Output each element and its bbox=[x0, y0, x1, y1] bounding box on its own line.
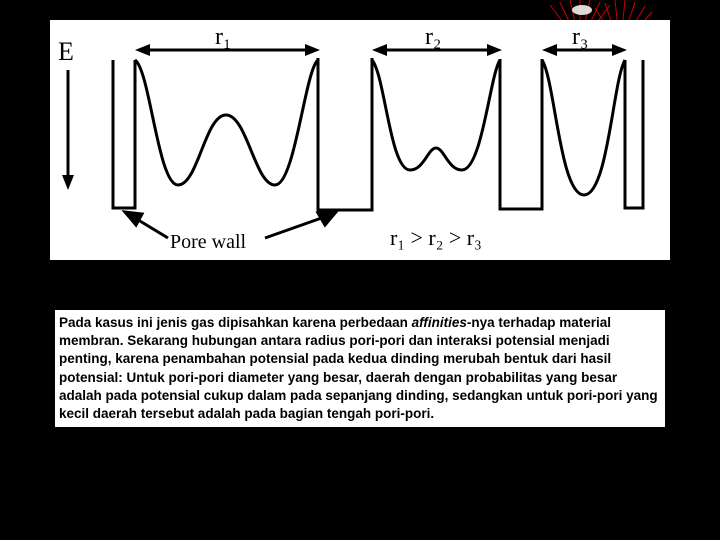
region-label-r2: r₂ bbox=[425, 24, 441, 50]
region-label-r3: r₃ bbox=[572, 24, 588, 50]
pore-walls bbox=[113, 58, 643, 210]
paragraph-post: -nya terhadap material membran. Sekarang… bbox=[59, 315, 658, 421]
paragraph-italic: affinities bbox=[412, 315, 467, 330]
paragraph-pre: Pada kasus ini jenis gas dipisahkan kare… bbox=[59, 315, 412, 330]
radius-inequality: r₁ > r₂ > r₃ bbox=[390, 225, 482, 250]
region-label-r1: r₁ bbox=[215, 24, 231, 50]
pore-potential-diagram: E r₁ r₂ r₃ bbox=[50, 20, 670, 260]
arrow-down-icon bbox=[62, 175, 74, 190]
description-paragraph: Pada kasus ini jenis gas dipisahkan kare… bbox=[55, 310, 665, 427]
energy-axis-label: E bbox=[58, 37, 74, 66]
pore-wall-label: Pore wall bbox=[170, 231, 247, 253]
potential-curves bbox=[135, 60, 625, 195]
